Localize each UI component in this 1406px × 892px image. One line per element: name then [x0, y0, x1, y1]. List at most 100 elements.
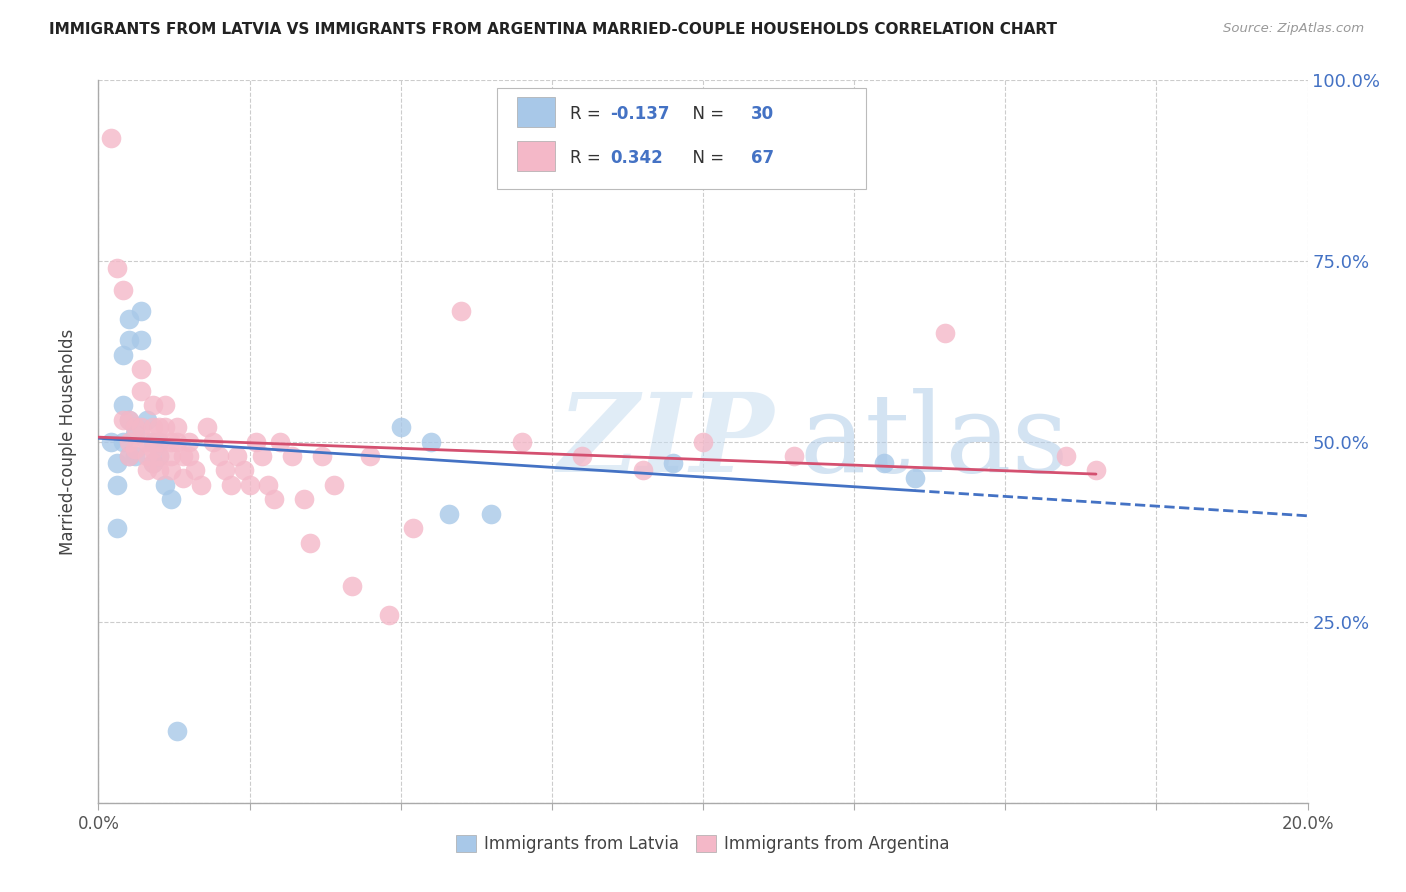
Point — [153, 398, 176, 412]
Point — [100, 131, 122, 145]
Point — [129, 384, 152, 398]
Point — [118, 413, 141, 427]
Point — [142, 456, 165, 470]
Point — [783, 449, 806, 463]
Point — [118, 413, 141, 427]
Point — [281, 449, 304, 463]
Point — [661, 456, 683, 470]
Point — [153, 420, 176, 434]
Point — [142, 420, 165, 434]
Point — [263, 492, 285, 507]
Point — [172, 470, 194, 484]
Point — [135, 449, 157, 463]
Point — [100, 434, 122, 449]
Point — [437, 507, 460, 521]
Point — [160, 463, 183, 477]
Point — [153, 478, 176, 492]
Point — [118, 434, 141, 449]
Point — [135, 463, 157, 477]
Point — [184, 463, 207, 477]
Point — [692, 434, 714, 449]
Point — [148, 434, 170, 449]
Text: R =: R = — [569, 149, 606, 167]
Point — [160, 434, 183, 449]
Point — [160, 492, 183, 507]
Point — [135, 434, 157, 449]
Point — [118, 334, 141, 348]
Point — [105, 521, 128, 535]
Point — [179, 449, 201, 463]
Point — [250, 449, 273, 463]
Point — [221, 478, 243, 492]
Point — [377, 607, 399, 622]
Text: 0.342: 0.342 — [610, 149, 662, 167]
Point — [111, 398, 134, 412]
Point — [311, 449, 333, 463]
Point — [256, 478, 278, 492]
Point — [105, 261, 128, 276]
Point — [148, 420, 170, 434]
Point — [105, 456, 128, 470]
Point — [631, 463, 654, 477]
Point — [166, 723, 188, 738]
Point — [129, 334, 152, 348]
Point — [142, 398, 165, 412]
Point — [202, 434, 225, 449]
Point — [124, 449, 146, 463]
Point — [323, 478, 346, 492]
Point — [124, 420, 146, 434]
Text: N =: N = — [682, 149, 730, 167]
Point — [124, 442, 146, 456]
Point — [105, 478, 128, 492]
Point — [118, 449, 141, 463]
Point — [166, 434, 188, 449]
Point — [129, 420, 152, 434]
Text: atlas: atlas — [800, 388, 1070, 495]
Point — [402, 521, 425, 535]
Point — [148, 449, 170, 463]
Text: ZIP: ZIP — [558, 388, 775, 495]
Point — [214, 463, 236, 477]
Text: Source: ZipAtlas.com: Source: ZipAtlas.com — [1223, 22, 1364, 36]
Point — [1054, 449, 1077, 463]
Point — [148, 434, 170, 449]
Point — [873, 456, 896, 470]
Point — [481, 507, 503, 521]
Point — [299, 535, 322, 549]
Text: -0.137: -0.137 — [610, 104, 669, 123]
Point — [166, 420, 188, 434]
Point — [172, 449, 194, 463]
Point — [190, 478, 212, 492]
Point — [1085, 463, 1108, 477]
Point — [292, 492, 315, 507]
Point — [135, 413, 157, 427]
Legend: Immigrants from Latvia, Immigrants from Argentina: Immigrants from Latvia, Immigrants from … — [450, 828, 956, 860]
Point — [142, 456, 165, 470]
Text: 30: 30 — [751, 104, 775, 123]
FancyBboxPatch shape — [517, 141, 555, 171]
Point — [342, 579, 364, 593]
FancyBboxPatch shape — [498, 87, 866, 189]
Point — [208, 449, 231, 463]
Point — [389, 420, 412, 434]
Point — [934, 326, 956, 340]
Point — [124, 427, 146, 442]
Point — [239, 478, 262, 492]
Point — [111, 283, 134, 297]
Point — [269, 434, 291, 449]
Point — [232, 463, 254, 477]
Point — [195, 420, 218, 434]
Point — [148, 449, 170, 463]
Point — [904, 470, 927, 484]
Text: R =: R = — [569, 104, 606, 123]
Point — [142, 442, 165, 456]
Text: 67: 67 — [751, 149, 775, 167]
Point — [571, 449, 593, 463]
Point — [148, 463, 170, 477]
Point — [142, 434, 165, 449]
Y-axis label: Married-couple Households: Married-couple Households — [59, 328, 77, 555]
Text: N =: N = — [682, 104, 730, 123]
Point — [118, 449, 141, 463]
Point — [179, 434, 201, 449]
Point — [129, 362, 152, 376]
